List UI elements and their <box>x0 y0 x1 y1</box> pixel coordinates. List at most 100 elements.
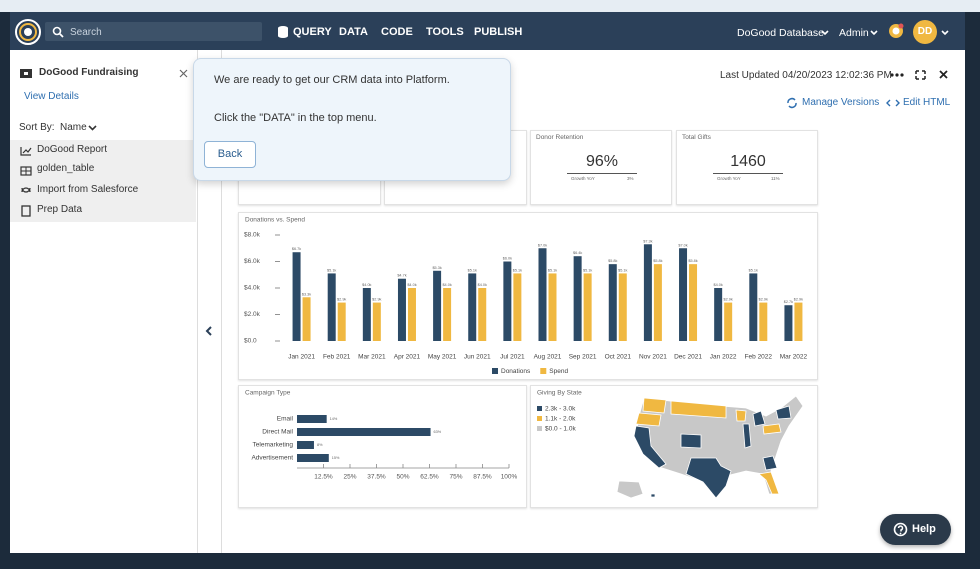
legend-label: 2.3k - 3.0k <box>545 406 576 413</box>
legend-swatch <box>540 368 547 374</box>
category-label: Telemarketing <box>253 442 294 449</box>
map-region <box>752 410 766 427</box>
collapse-toggle[interactable] <box>204 325 214 337</box>
value-label: $2.9k <box>759 298 768 302</box>
bar <box>749 273 758 341</box>
tour-popover: We are ready to get our CRM data into Pl… <box>193 58 511 181</box>
legend-label: 1.1k - 2.0k <box>545 416 576 423</box>
category-label: Email <box>277 416 294 423</box>
close-sidebar[interactable] <box>179 69 188 78</box>
bar <box>618 273 627 341</box>
value-label: $5.1k <box>327 268 336 272</box>
map-region <box>762 423 782 435</box>
help-button[interactable]: Help <box>880 514 951 545</box>
bar <box>433 270 442 341</box>
versions-icon <box>787 97 797 109</box>
bar <box>407 288 416 341</box>
bar <box>297 454 329 462</box>
manage-versions[interactable]: Manage Versions <box>802 97 880 108</box>
value-label: $4.0k <box>714 283 723 287</box>
map-region <box>742 423 752 449</box>
value-label: $5.8k <box>608 259 617 263</box>
value-label: $5.1k <box>513 268 522 272</box>
nav-item[interactable]: QUERY <box>293 26 332 38</box>
x-tick-label: Jan 2022 <box>710 354 737 361</box>
y-tick-label: $8.0k <box>244 232 261 239</box>
nav-item[interactable]: DATA <box>339 26 368 38</box>
x-tick-label: 25% <box>343 474 356 481</box>
x-tick-label: Dec 2021 <box>674 354 702 361</box>
last-updated: Last Updated 04/20/2023 12:02:36 PM <box>720 70 892 81</box>
bar <box>759 302 768 341</box>
value-label: 63% <box>434 430 442 434</box>
search-box[interactable] <box>45 22 262 41</box>
y-tick-label: $2.0k <box>244 311 261 318</box>
header-icons[interactable] <box>889 68 951 82</box>
bar <box>784 305 793 341</box>
value-label: 8% <box>317 443 323 447</box>
value-label: $2.9k <box>372 298 381 302</box>
bar <box>372 302 381 341</box>
list-item[interactable]: DoGood Report <box>37 144 108 155</box>
x-tick-label: 62.5% <box>420 474 439 481</box>
nav-item[interactable]: PUBLISH <box>474 26 523 38</box>
x-tick-label: 12.5% <box>314 474 333 481</box>
value-label: $6.4k <box>573 251 582 255</box>
category-label: Direct Mail <box>262 429 293 436</box>
value-label: $2.9k <box>724 298 733 302</box>
value-label: $5.8k <box>653 259 662 263</box>
divider <box>197 50 198 553</box>
edit-html[interactable]: Edit HTML <box>903 97 951 108</box>
search-icon <box>52 26 64 38</box>
value-label: $5.1k <box>548 268 557 272</box>
kpi-card: Donor Retention 96% Growth YoY 3% <box>530 130 672 205</box>
map-region <box>642 397 667 414</box>
legend-swatch <box>537 416 542 421</box>
y-tick-label: $6.0k <box>244 258 261 265</box>
divider <box>221 50 222 553</box>
value-label: $7.0k <box>678 243 687 247</box>
sort-value[interactable]: Name <box>60 122 87 133</box>
map-region <box>762 455 778 471</box>
value-label: $4.0k <box>478 283 487 287</box>
logo[interactable] <box>14 18 42 46</box>
kpi-title: Total Gifts <box>682 134 711 141</box>
bar <box>548 273 557 341</box>
notification-bell[interactable] <box>888 23 904 39</box>
hbar-chart: Campaign Type Email 14% Direct Mail 63% Telem… <box>238 385 527 508</box>
list-item[interactable]: golden_table <box>37 163 95 174</box>
bar <box>689 264 698 341</box>
x-tick-label: Mar 2022 <box>780 354 808 361</box>
map-region <box>735 409 747 422</box>
x-tick-label: Jun 2021 <box>464 354 491 361</box>
bar <box>573 256 582 341</box>
project-title: DoGood Fundraising <box>39 67 139 78</box>
kpi-value: 1460 <box>730 153 766 170</box>
sort-label: Sort By: <box>19 122 55 133</box>
value-label: $6.0k <box>503 257 512 261</box>
nav-item[interactable]: TOOLS <box>426 26 464 38</box>
search-placeholder: Search <box>70 27 102 38</box>
back-button[interactable]: Back <box>204 141 256 168</box>
chart-title: Giving By State <box>537 390 582 397</box>
map-region <box>685 457 732 499</box>
kpi-growth: 11% <box>771 176 780 181</box>
value-label: $2.7k <box>784 300 793 304</box>
bar <box>302 297 311 341</box>
bar <box>292 252 301 341</box>
database-selector[interactable]: DoGood Database <box>737 27 824 39</box>
view-details-link[interactable]: View Details <box>24 91 79 102</box>
nav-item[interactable]: CODE <box>381 26 413 38</box>
kpi-growth-label: Growth YoY <box>571 176 595 181</box>
x-tick-label: Nov 2021 <box>639 354 667 361</box>
map-chart: Giving By State 2.3k - 3.0k 1.1k - 2.0k $0.… <box>530 385 818 508</box>
list-item[interactable]: Prep Data <box>37 204 83 215</box>
value-label: $5.1k <box>468 268 477 272</box>
chart-title: Campaign Type <box>245 390 291 397</box>
user-menu[interactable]: Admin <box>839 27 869 39</box>
bar <box>503 261 512 341</box>
list-item[interactable]: Import from Salesforce <box>37 184 139 195</box>
bar <box>443 288 452 341</box>
bar <box>794 302 803 341</box>
avatar[interactable]: DD <box>913 20 937 44</box>
